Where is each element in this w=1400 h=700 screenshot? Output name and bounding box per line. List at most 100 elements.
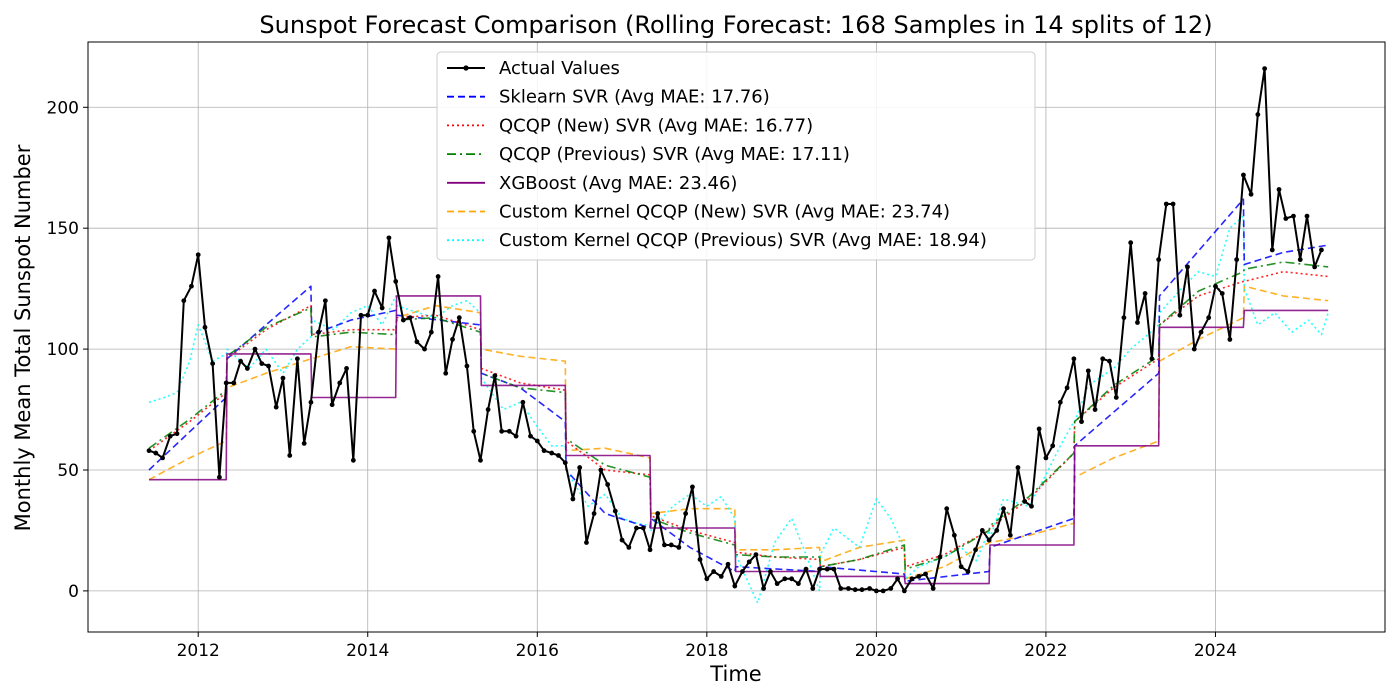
actual-value-point — [916, 573, 922, 579]
actual-value-point — [979, 528, 985, 533]
actual-value-point — [740, 569, 745, 574]
actual-value-point — [768, 569, 773, 574]
actual-value-point — [795, 581, 801, 587]
actual-value-point — [810, 586, 816, 591]
actual-value-point — [513, 433, 519, 439]
actual-value-point — [1128, 240, 1134, 246]
actual-value-point — [1029, 503, 1034, 509]
legend-label: QCQP (Previous) SVR (Avg MAE: 17.11) — [499, 144, 850, 165]
actual-value-point — [958, 564, 964, 570]
actual-value-point — [1248, 191, 1254, 197]
series-line-1 — [148, 198, 1329, 583]
y-tick-label: 100 — [47, 340, 79, 360]
actual-value-point — [393, 278, 399, 284]
actual-value-point — [167, 433, 173, 439]
actual-value-point — [867, 586, 872, 591]
actual-value-point — [308, 399, 314, 405]
actual-value-point — [244, 366, 250, 371]
actual-value-point — [634, 525, 639, 531]
actual-value-point — [1319, 247, 1324, 253]
actual-value-point — [986, 537, 992, 543]
actual-value-point — [598, 467, 604, 473]
x-tick-label: 2016 — [516, 641, 559, 661]
actual-value-point — [428, 329, 434, 335]
actual-value-point — [1071, 356, 1077, 362]
actual-value-point — [1269, 247, 1275, 253]
actual-value-point — [153, 450, 159, 456]
actual-value-point — [1177, 312, 1183, 318]
legend-label: Custom Kernel QCQP (New) SVR (Avg MAE: 2… — [499, 202, 950, 223]
actual-value-point — [817, 566, 822, 572]
actual-value-point — [216, 474, 222, 480]
actual-value-point — [202, 324, 208, 330]
y-axis-label: Monthly Mean Total Sunspot Number — [11, 144, 35, 531]
actual-value-point — [951, 532, 957, 538]
actual-value-point — [534, 438, 540, 444]
actual-value-point — [1241, 172, 1246, 178]
actual-value-point — [852, 587, 858, 593]
actual-value-point — [944, 506, 950, 512]
actual-value-point — [895, 576, 900, 582]
actual-value-point — [923, 571, 928, 577]
actual-value-point — [640, 525, 646, 531]
actual-value-point — [1057, 399, 1063, 405]
actual-value-point — [435, 274, 441, 279]
actual-value-point — [937, 554, 943, 560]
series-line-4 — [149, 295, 1329, 585]
actual-value-point — [1163, 201, 1169, 207]
actual-value-point — [189, 283, 194, 289]
actual-value-point — [1149, 356, 1155, 362]
actual-value-point — [337, 380, 343, 386]
actual-value-point — [350, 457, 356, 463]
actual-value-point — [223, 380, 229, 386]
actual-value-point — [704, 576, 710, 582]
actual-value-point — [259, 361, 265, 366]
actual-value-point — [1113, 395, 1119, 400]
actual-value-point — [379, 305, 385, 311]
actual-value-point — [549, 450, 555, 456]
actual-value-point — [485, 407, 491, 412]
actual-value-point — [1064, 385, 1070, 391]
plot-area-frame — [87, 41, 1386, 633]
actual-value-point — [329, 402, 335, 408]
actual-value-point — [711, 569, 717, 574]
actual-value-point — [478, 457, 483, 463]
legend-box — [436, 51, 1036, 261]
actual-value-point — [831, 566, 837, 572]
actual-value-point — [1022, 499, 1028, 504]
actual-value-point — [210, 361, 216, 366]
actual-value-point — [1170, 201, 1176, 207]
actual-value-point — [570, 496, 576, 502]
actual-value-point — [316, 329, 321, 335]
actual-value-point — [746, 559, 752, 565]
actual-value-point — [174, 431, 180, 437]
actual-value-point — [782, 576, 788, 582]
actual-value-point — [344, 366, 349, 371]
actual-value-point — [1142, 291, 1148, 296]
actual-value-point — [273, 404, 279, 410]
actual-value-point — [1036, 426, 1042, 432]
actual-value-point — [994, 528, 1000, 533]
legend-label: Custom Kernel QCQP (Previous) SVR (Avg M… — [499, 230, 987, 251]
x-tick-label: 2024 — [1194, 641, 1237, 661]
actual-value-point — [450, 337, 455, 342]
chart-title: Sunspot Forecast Comparison (Rolling For… — [259, 11, 1212, 39]
actual-value-point — [888, 586, 894, 591]
y-tick-label: 200 — [47, 98, 79, 118]
actual-value-point — [1283, 216, 1289, 221]
actual-value-point — [1206, 315, 1212, 321]
actual-value-point — [1085, 368, 1091, 374]
actual-value-point — [732, 583, 738, 589]
actual-value-point — [358, 312, 364, 318]
actual-value-point — [1092, 407, 1098, 412]
actual-value-point — [1156, 257, 1162, 263]
actual-value-point — [718, 573, 724, 579]
actual-value-point — [965, 569, 971, 574]
actual-value-point — [1227, 337, 1233, 342]
actual-value-point — [824, 566, 830, 572]
actual-value-point — [414, 339, 420, 345]
actual-value-point — [668, 542, 674, 548]
y-tick-label: 50 — [57, 461, 79, 481]
series-layer — [146, 66, 1329, 604]
actual-value-point — [647, 547, 653, 553]
